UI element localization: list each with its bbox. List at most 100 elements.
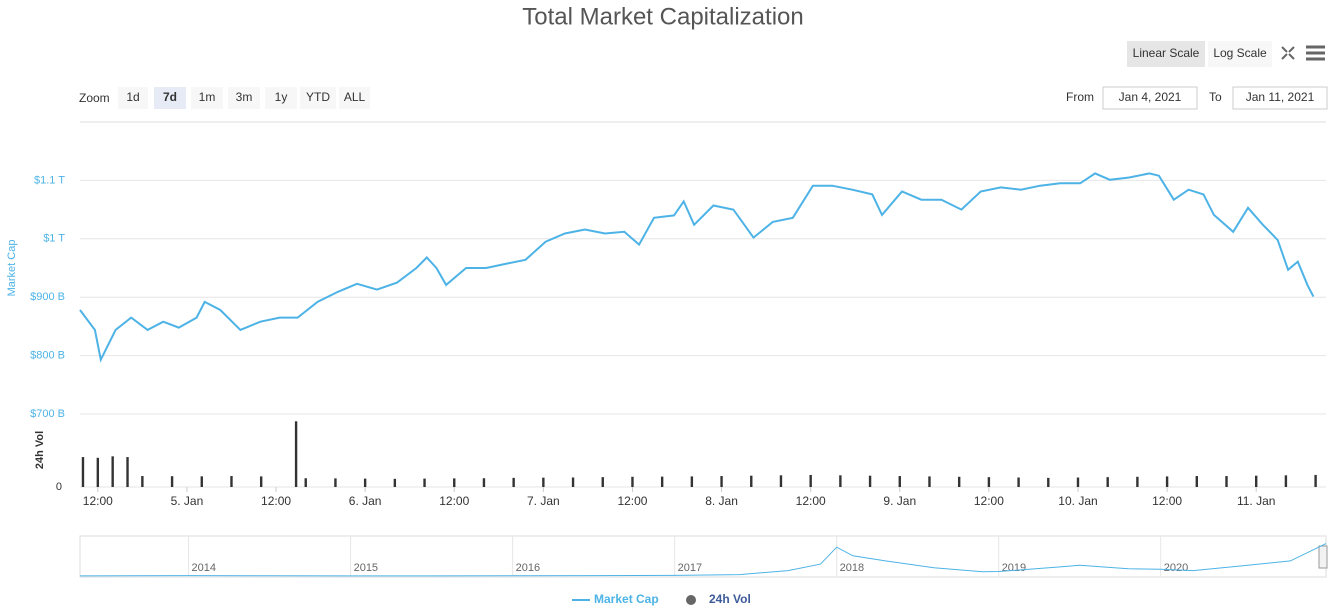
scale-button[interactable] [1127, 41, 1205, 67]
volume-bar [660, 476, 664, 487]
x-tick-label: 8. Jan [705, 494, 738, 508]
zoom-button[interactable] [339, 87, 370, 109]
volume-bar [839, 475, 842, 487]
scale-button[interactable] [1208, 41, 1272, 67]
x-tick-label: 12:00 [974, 494, 1004, 508]
volume-bar [542, 477, 545, 487]
x-tick-label: 10. Jan [1058, 494, 1097, 508]
volume-bar [1106, 477, 1109, 487]
x-tick-label: 12:00 [439, 494, 469, 508]
x-tick-label: 12:00 [261, 494, 291, 508]
x-tick-label: 12:00 [1152, 494, 1182, 508]
volume-bar [304, 478, 307, 487]
zoom-button[interactable] [228, 87, 260, 109]
navigator-tick-label: 2015 [354, 562, 378, 574]
zoom-button-label[interactable]: ALL [344, 90, 366, 104]
volume-bar [126, 457, 129, 487]
volume-bar [334, 478, 337, 487]
y-axis-title: Market Cap [6, 240, 18, 297]
x-tick-label: 11. Jan [1237, 494, 1275, 508]
navigator-tick-label: 2014 [192, 562, 216, 574]
fullscreen-icon[interactable] [1281, 46, 1295, 60]
zoom-button[interactable] [191, 87, 223, 109]
volume-bar [141, 476, 144, 487]
volume-bar [868, 475, 872, 487]
x-tick-label: 5. Jan [171, 494, 204, 508]
volume-bar [363, 478, 367, 487]
volume-bar [294, 421, 298, 487]
menu-icon[interactable] [1306, 45, 1325, 61]
from-input[interactable] [1102, 86, 1198, 110]
y-tick-label: $1.1 T [34, 174, 65, 186]
x-tick-label: 9. Jan [883, 494, 916, 508]
volume-bar [512, 477, 515, 487]
legend-label[interactable]: 24h Vol [709, 592, 751, 606]
volume-bar [259, 476, 263, 487]
zoom-button-label[interactable]: 3m [236, 90, 253, 104]
y-tick-label: $700 B [30, 408, 65, 420]
volume-bar [170, 476, 174, 487]
navigator-frame [79, 535, 1327, 578]
x-tick-label: 12:00 [796, 494, 826, 508]
to-label: To [1209, 90, 1222, 104]
volume-bar [571, 477, 575, 487]
volume-bar [928, 476, 931, 487]
navigator-tick-label: 2019 [1002, 562, 1026, 574]
zoom-button-label[interactable]: 7d [163, 90, 177, 104]
zoom-button[interactable] [154, 87, 186, 109]
navigator-tick-label: 2020 [1164, 562, 1188, 574]
zoom-button[interactable] [118, 87, 148, 109]
volume-bar [720, 476, 723, 487]
volume-bar [809, 474, 812, 487]
navigator-line [79, 543, 1327, 577]
x-tick-label: 12:00 [83, 494, 113, 508]
volume-bar [779, 475, 783, 487]
y-tick-label: $800 B [30, 350, 65, 362]
volume-bar [1047, 477, 1050, 487]
x-tick-label: 12:00 [617, 494, 647, 508]
volume-bar [601, 477, 604, 487]
x-tick-label: 6. Jan [349, 494, 382, 508]
x-tick-label: 7. Jan [527, 494, 560, 508]
to-date[interactable]: Jan 11, 2021 [1246, 90, 1315, 104]
volume-bar [482, 478, 486, 487]
volume-bar [1284, 475, 1288, 487]
scale-button-label[interactable]: Log Scale [1213, 46, 1267, 60]
navigator-tick-label: 2016 [516, 562, 540, 574]
scale-button-label[interactable]: Linear Scale [1133, 46, 1200, 60]
market-cap-line [79, 172, 1315, 363]
zoom-button-label[interactable]: 1d [126, 90, 139, 104]
volume-bar [957, 476, 961, 487]
zoom-label: Zoom [79, 91, 110, 105]
navigator-handle[interactable] [1318, 545, 1328, 569]
volume-bar [1076, 477, 1080, 487]
from-label: From [1066, 90, 1094, 104]
from-date[interactable]: Jan 4, 2021 [1119, 90, 1182, 104]
volume-bar [423, 478, 426, 487]
volume-bar [1017, 477, 1020, 487]
volume-bar [1314, 474, 1317, 487]
volume-bar [987, 477, 991, 487]
volume-bar [230, 476, 233, 487]
volume-bar [96, 457, 100, 487]
y-tick-label: $900 B [30, 291, 65, 303]
volume-bar [750, 475, 753, 487]
chart-title: Total Market Capitalization [522, 3, 803, 30]
zoom-button-label[interactable]: YTD [306, 90, 330, 104]
volume-bar [898, 476, 901, 487]
volume-bar [393, 478, 397, 487]
zoom-button-label[interactable]: 1y [275, 90, 288, 104]
zoom-button[interactable] [300, 87, 336, 109]
volume-bar [1136, 476, 1139, 487]
y-tick-label: $1 T [43, 233, 65, 245]
volume-bar [1255, 475, 1258, 487]
to-input[interactable] [1232, 86, 1328, 110]
volume-bar [81, 457, 85, 487]
volume-bar [631, 476, 634, 487]
zoom-button-label[interactable]: 1m [199, 90, 216, 104]
legend-label[interactable]: Market Cap [594, 592, 659, 606]
legend-swatch[interactable] [686, 595, 696, 605]
zoom-button[interactable] [265, 87, 297, 109]
